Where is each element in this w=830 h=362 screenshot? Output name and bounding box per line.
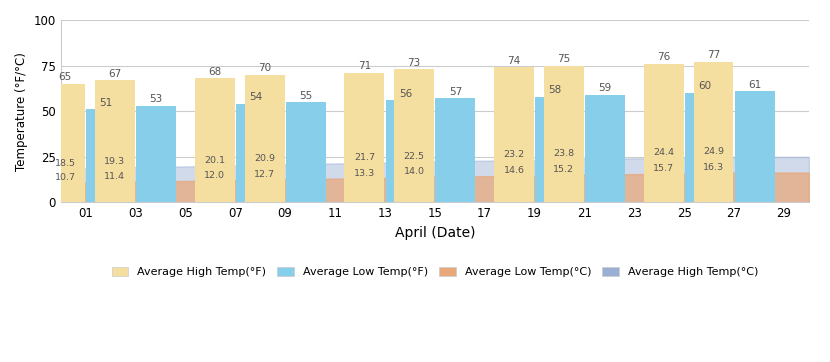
Text: 65: 65: [58, 72, 71, 82]
Bar: [494, 67, 534, 202]
Text: 12.0: 12.0: [204, 171, 225, 180]
Bar: [95, 80, 134, 202]
Text: 13.3: 13.3: [354, 169, 375, 178]
Text: 24.9: 24.9: [703, 147, 724, 156]
Text: 53: 53: [149, 94, 163, 104]
Bar: [694, 62, 734, 202]
Text: 14.6: 14.6: [504, 166, 525, 175]
Text: 15.2: 15.2: [554, 165, 574, 174]
Text: 23.8: 23.8: [554, 149, 574, 158]
Text: 68: 68: [208, 67, 222, 77]
Bar: [344, 73, 384, 202]
Text: 56: 56: [399, 89, 413, 99]
Text: 54: 54: [249, 92, 262, 102]
Text: 70: 70: [258, 63, 271, 73]
Text: 74: 74: [507, 56, 520, 66]
Bar: [644, 64, 684, 202]
Bar: [544, 66, 583, 202]
Bar: [86, 109, 126, 202]
Text: 14.0: 14.0: [403, 167, 425, 176]
Bar: [136, 106, 176, 202]
Text: 61: 61: [748, 80, 761, 90]
Text: 22.5: 22.5: [403, 152, 425, 160]
Bar: [385, 100, 426, 202]
Bar: [436, 98, 476, 202]
Text: 11.4: 11.4: [105, 172, 125, 181]
Text: 18.5: 18.5: [55, 159, 76, 168]
Bar: [685, 93, 725, 202]
Bar: [735, 91, 774, 202]
Text: 19.3: 19.3: [105, 157, 125, 167]
Text: 58: 58: [549, 85, 562, 95]
Text: 55: 55: [299, 90, 312, 101]
Text: 59: 59: [598, 83, 612, 93]
Text: 12.7: 12.7: [254, 170, 275, 179]
Y-axis label: Temperature (°F/°C): Temperature (°F/°C): [15, 52, 28, 171]
Text: 57: 57: [449, 87, 462, 97]
Text: 20.1: 20.1: [204, 156, 225, 165]
Legend: Average High Temp(°F), Average Low Temp(°F), Average Low Temp(°C), Average High : Average High Temp(°F), Average Low Temp(…: [107, 262, 763, 282]
Text: 77: 77: [707, 50, 720, 60]
Bar: [585, 95, 625, 202]
Text: 20.9: 20.9: [254, 155, 275, 164]
Text: 76: 76: [657, 52, 671, 62]
Text: 60: 60: [698, 81, 711, 92]
Bar: [45, 84, 85, 202]
Bar: [535, 97, 575, 202]
Text: 21.7: 21.7: [354, 153, 375, 162]
Text: 15.7: 15.7: [653, 164, 674, 173]
Bar: [394, 69, 434, 202]
Bar: [286, 102, 325, 202]
X-axis label: April (Date): April (Date): [394, 226, 475, 240]
Text: 24.4: 24.4: [653, 148, 674, 157]
Bar: [236, 104, 276, 202]
Text: 51: 51: [100, 98, 113, 108]
Text: 23.2: 23.2: [504, 150, 525, 159]
Bar: [245, 75, 285, 202]
Bar: [195, 78, 235, 202]
Text: 10.7: 10.7: [55, 173, 76, 182]
Text: 75: 75: [557, 54, 570, 64]
Text: 71: 71: [358, 62, 371, 71]
Text: 73: 73: [408, 58, 421, 68]
Text: 67: 67: [108, 69, 121, 79]
Text: 16.3: 16.3: [703, 163, 724, 172]
